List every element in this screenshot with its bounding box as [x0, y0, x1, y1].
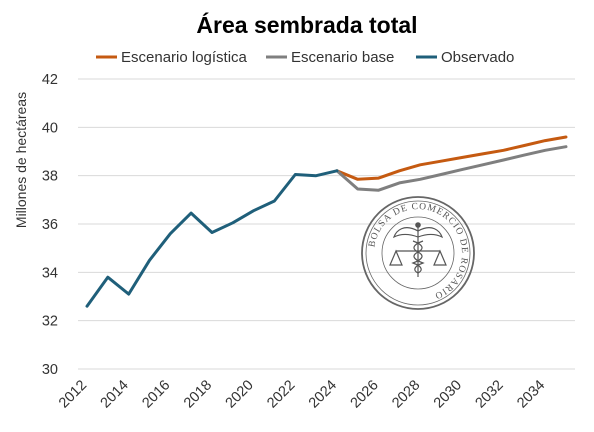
- x-tick-label: 2018: [181, 377, 215, 411]
- x-tick-label: 2016: [139, 377, 173, 411]
- y-tick-label: 32: [42, 314, 58, 330]
- x-tick-label: 2030: [431, 377, 465, 411]
- x-tick-label: 2014: [98, 377, 132, 411]
- y-axis-label: Millones de hectáreas: [13, 92, 29, 228]
- x-tick-label: 2032: [473, 377, 507, 411]
- x-axis-ticks: 2012 2014 2016 2018 2020 2022 2024 2026 2028 2030…: [56, 377, 548, 411]
- gridlines: [78, 78, 575, 370]
- y-tick-label: 42: [42, 72, 58, 88]
- y-tick-label: 38: [42, 169, 58, 185]
- x-tick-label: 2022: [264, 377, 298, 411]
- y-tick-label: 34: [42, 265, 58, 281]
- y-tick-label: 36: [42, 217, 58, 233]
- series-lines: [85, 135, 568, 308]
- y-tick-label: 30: [42, 362, 58, 378]
- x-tick-label: 2028: [389, 377, 423, 411]
- legend: Escenario logística Escenario base Observa…: [96, 49, 514, 66]
- caduceus-icon: [389, 222, 447, 277]
- x-tick-label: 2026: [348, 377, 382, 411]
- seal-outer-ring: [361, 196, 475, 310]
- series-line-escenario-log-stica: [335, 135, 568, 181]
- series-line-escenario-base: [335, 145, 568, 192]
- x-tick-label: 2024: [306, 377, 340, 411]
- x-tick-label: 2034: [514, 377, 548, 411]
- legend-label: Escenario logística: [121, 49, 248, 66]
- y-axis-ticks: 30 32 34 36 38 40 42: [42, 72, 58, 378]
- seal-center-ring: [381, 216, 455, 290]
- series-line-observado: [85, 169, 339, 308]
- x-tick-label: 2012: [56, 377, 90, 411]
- seal-inner-ring: [365, 200, 471, 306]
- legend-label: Escenario base: [291, 49, 394, 66]
- chart-title: Área sembrada total: [196, 11, 417, 38]
- legend-label: Observado: [441, 49, 514, 66]
- watermark-seal: BOLSA DE COMERCIO DE ROSARIO: [361, 196, 475, 310]
- y-tick-label: 40: [42, 120, 58, 136]
- x-tick-label: 2020: [223, 377, 257, 411]
